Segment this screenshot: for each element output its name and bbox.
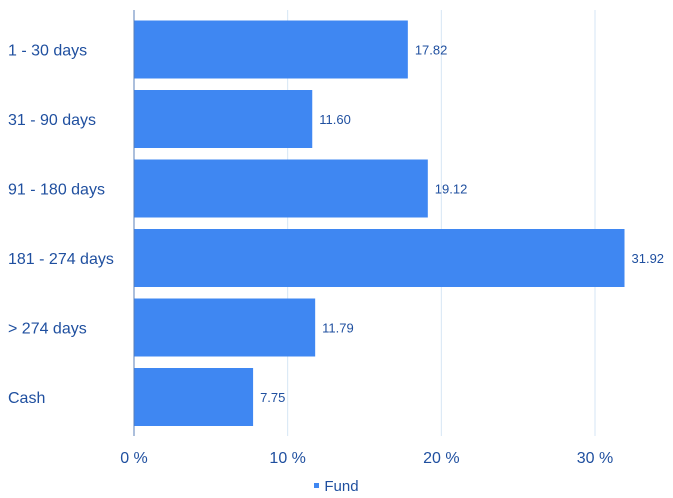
data-label: 17.82	[415, 43, 448, 58]
x-tick-label: 10 %	[269, 450, 305, 467]
bar	[134, 229, 625, 287]
data-label: 11.60	[319, 112, 351, 127]
bar	[134, 20, 408, 79]
bars	[134, 20, 625, 426]
x-tick-label: 20 %	[423, 450, 459, 467]
data-label: 7.75	[260, 390, 285, 405]
x-tick-label: 0 %	[120, 450, 148, 467]
category-label: 91 - 180 days	[8, 182, 105, 199]
bar	[134, 298, 316, 357]
bar-chart: 1 - 30 days 31 - 90 days 91 - 180 days 181 …	[8, 10, 664, 467]
bar	[134, 368, 254, 426]
category-label: > 274 days	[8, 321, 87, 338]
data-label: 31.92	[632, 251, 665, 266]
x-tick-label: 30 %	[577, 450, 613, 467]
legend-swatch	[314, 482, 320, 488]
category-label: 31 - 90 days	[8, 112, 96, 129]
x-tick-labels: 0 % 10 % 20 % 30 %	[120, 450, 613, 467]
legend-label: Fund	[324, 478, 359, 495]
bar	[134, 159, 428, 218]
data-label: 11.79	[322, 321, 354, 336]
category-label: Cash	[8, 390, 45, 407]
category-label: 1 - 30 days	[8, 43, 87, 60]
bar	[134, 90, 313, 148]
legend: Fund	[0, 478, 673, 495]
category-label: 181 - 274 days	[8, 251, 114, 268]
data-labels: 17.82 11.60 19.12 31.92 11.79 7.75	[260, 43, 664, 406]
data-label: 19.12	[435, 182, 468, 197]
category-labels: 1 - 30 days 31 - 90 days 91 - 180 days 181 …	[8, 43, 114, 408]
gridlines	[287, 10, 596, 436]
